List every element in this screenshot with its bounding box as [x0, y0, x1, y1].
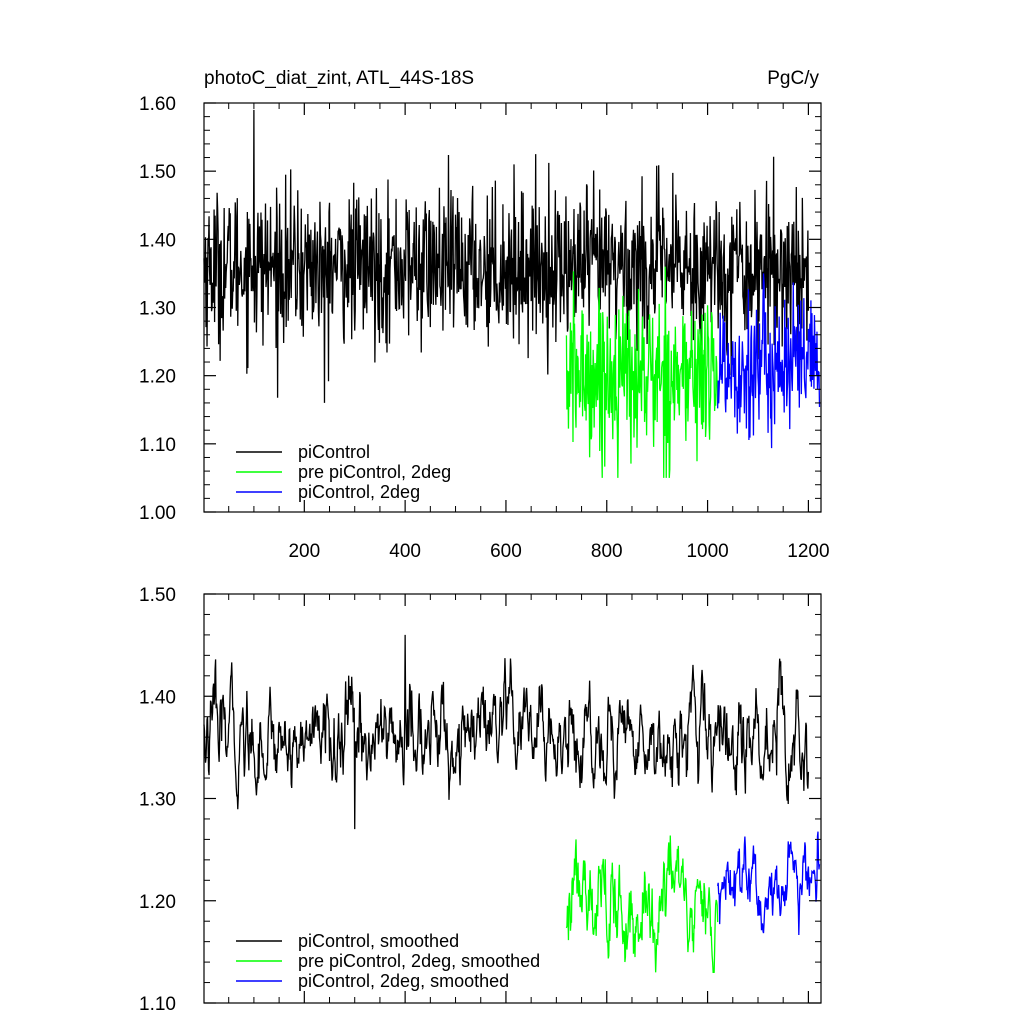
y-tick-label: 1.10 [139, 435, 176, 456]
x-tick-label: 600 [490, 541, 522, 562]
top-panel: photoC_diat_zint, ATL_44S-18S PgC/y 1.00… [139, 68, 830, 562]
y-tick-label: 1.30 [139, 790, 176, 811]
y-tick-label: 1.50 [139, 585, 176, 606]
series-line-1 [203, 109, 810, 403]
legend-label-2: pre piControl, 2deg, smoothed [298, 951, 540, 971]
y-tick-label: 1.20 [139, 367, 176, 388]
y-tick-label: 1.40 [139, 687, 176, 708]
legend-label-1: piControl [298, 442, 370, 462]
top-panel-units: PgC/y [767, 68, 819, 89]
bottom-panel-series [203, 634, 821, 973]
legend-label-1: piControl, smoothed [298, 931, 459, 951]
y-tick-label: 1.10 [139, 994, 176, 1015]
top-panel-ticks: 1.00 1.10 1.20 1.30 1.40 1.50 1.60 200 400 600 800… [139, 94, 830, 562]
series-line-1 [203, 634, 810, 830]
y-tick-label: 1.40 [139, 230, 176, 251]
bottom-panel-frame [203, 593, 822, 1004]
legend-label-3: piControl, 2deg [298, 482, 420, 502]
bottom-panel-ticks: 1.10 1.20 1.30 1.40 1.50 [139, 585, 821, 1015]
x-tick-label: 1000 [686, 541, 728, 562]
y-tick-label: 1.00 [139, 503, 176, 524]
x-tick-label: 200 [288, 541, 320, 562]
legend-label-3: piControl, 2deg, smoothed [298, 971, 509, 991]
y-tick-label: 1.20 [139, 892, 176, 913]
bottom-panel: 1.10 1.20 1.30 1.40 1.50 piControl, smoothed… [139, 585, 822, 1015]
y-tick-label: 1.30 [139, 299, 176, 320]
x-tick-label: 400 [389, 541, 421, 562]
top-panel-title: photoC_diat_zint, ATL_44S-18S [204, 68, 474, 89]
x-tick-label: 800 [591, 541, 623, 562]
x-tick-label: 1200 [787, 541, 829, 562]
series-line-2 [565, 266, 719, 478]
y-tick-label: 1.50 [139, 162, 176, 183]
series-line-3 [717, 273, 821, 449]
series-line-2 [565, 835, 719, 973]
top-panel-series [203, 109, 821, 478]
series-line-3 [717, 831, 821, 936]
legend-label-2: pre piControl, 2deg [298, 462, 451, 482]
y-tick-label: 1.60 [139, 94, 176, 115]
